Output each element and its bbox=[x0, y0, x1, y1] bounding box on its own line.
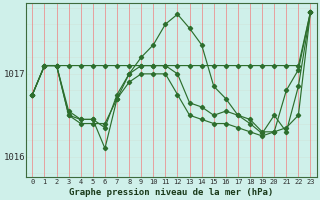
X-axis label: Graphe pression niveau de la mer (hPa): Graphe pression niveau de la mer (hPa) bbox=[69, 188, 274, 197]
